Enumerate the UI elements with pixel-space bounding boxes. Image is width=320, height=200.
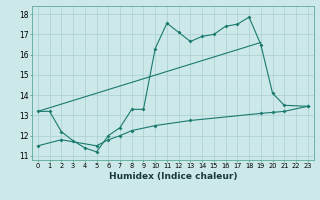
X-axis label: Humidex (Indice chaleur): Humidex (Indice chaleur): [108, 172, 237, 181]
